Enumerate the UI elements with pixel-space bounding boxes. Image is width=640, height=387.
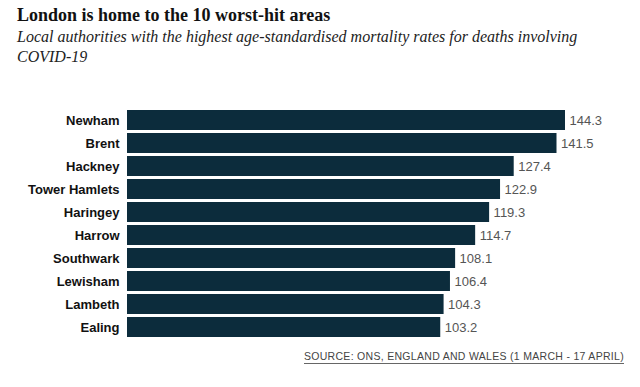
- svg-text:106.4: 106.4: [454, 274, 487, 289]
- svg-text:108.1: 108.1: [460, 251, 493, 266]
- html-text:London is home to the 10 worst: London is home to the 10 worst-hit areas: [17, 5, 331, 25]
- svg-text:Lambeth: Lambeth: [65, 297, 119, 312]
- svg-text:Lewisham: Lewisham: [57, 274, 120, 289]
- svg-text:119.3: 119.3: [494, 205, 526, 220]
- svg-text:144.3: 144.3: [570, 113, 603, 128]
- svg-text:Brent: Brent: [86, 136, 121, 151]
- html-text:SOURCE: ONS, ENGLAND AND WALES: SOURCE: ONS, ENGLAND AND WALES (1 MARCH …: [303, 350, 624, 362]
- svg-text:103.2: 103.2: [445, 320, 478, 335]
- svg-text:Harrow: Harrow: [75, 228, 121, 243]
- svg-text:Hackney: Hackney: [66, 159, 120, 174]
- svg-text:Haringey: Haringey: [64, 205, 120, 220]
- svg-text:Newham: Newham: [66, 113, 119, 128]
- svg-text:127.4: 127.4: [518, 159, 551, 174]
- svg-text:141.5: 141.5: [561, 136, 594, 151]
- html-text:Local authorities with the hig: Local authorities with the highest age-s…: [17, 28, 578, 65]
- svg-text:122.9: 122.9: [505, 182, 538, 197]
- svg-text:Southwark: Southwark: [53, 251, 120, 266]
- svg-text:Ealing: Ealing: [80, 320, 119, 335]
- svg-text:114.7: 114.7: [480, 228, 512, 243]
- svg-text:Tower Hamlets: Tower Hamlets: [28, 182, 120, 197]
- svg-text:104.3: 104.3: [448, 297, 481, 312]
